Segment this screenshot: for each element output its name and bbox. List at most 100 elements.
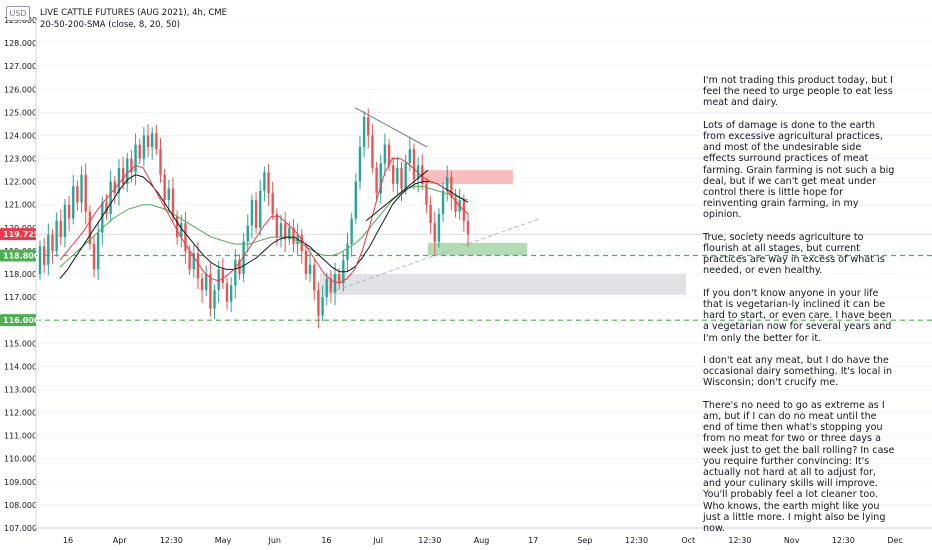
annotation-paragraph: I'm not trading this product today, but … [703,75,893,109]
candle-body [392,165,395,184]
candle-body [117,167,121,194]
candle-body [72,186,75,219]
y-tick-label: 117.000 [4,293,37,302]
candle-body [105,202,108,214]
candle-body [51,234,54,251]
candle-body [130,158,133,173]
candle-body [246,225,249,242]
text-annotation[interactable]: I'm not trading this product today, but … [703,75,895,545]
price-label: 119.725 [3,230,40,239]
candle-body [59,220,62,238]
candle-body [437,213,441,242]
candle-body [67,204,71,219]
price-label: 118.800 [3,252,40,261]
indicator-legend: 20-50-200-SMA (close, 8, 20, 50) [40,20,181,30]
grey-zone [320,274,686,295]
resistance-zone [423,170,513,184]
candle-body [47,234,50,265]
annotation-paragraph: I don't eat any meat, but I do have the … [703,355,893,389]
y-tick-label: 113.000 [4,385,37,394]
price-label: 116.000 [3,316,40,325]
candle-body [387,144,391,166]
candle-body [175,216,179,238]
candle-body [205,274,208,291]
candle-body [196,253,200,279]
x-tick-label: Sep [577,536,592,545]
candle-body [346,243,349,261]
candle-body [308,264,312,274]
candle-body [317,290,320,316]
candle-body [221,269,225,284]
candle-body [279,223,283,238]
candle-body [313,264,316,291]
candle-body [192,253,195,270]
candle-body [367,116,370,136]
candle-body [321,297,324,316]
x-tick-label: Jul [372,536,383,545]
candle-body [466,220,470,235]
x-tick-label: May [215,536,232,545]
candle-body [126,158,129,184]
candle-body [375,167,378,194]
candle-body [329,278,333,293]
sma20-line [59,174,469,279]
annotation-paragraph: Lots of damage is done to the earth from… [703,119,895,221]
candle-body [167,188,171,201]
candle-body [234,260,237,286]
candle-body [300,234,303,251]
candle-body [441,190,445,214]
candle-body [304,250,308,274]
candle-body [180,223,183,238]
price-label-box [0,228,36,241]
candle-body [325,278,328,298]
candle-body [84,174,87,212]
candle-body [450,177,453,198]
y-tick-label: 127.000 [4,62,37,71]
candle-body [333,274,337,293]
candle-body [288,227,291,240]
candle-body [250,200,254,226]
y-tick-label: 126.000 [4,85,37,94]
x-tick-label: Oct [681,536,695,545]
annotation-paragraph: If you don't know anyone in your life th… [703,287,892,344]
candle-body [113,181,116,194]
y-tick-label: 122.000 [4,178,37,187]
price-label-box [0,314,36,327]
support-zone [428,242,527,256]
candle-body [408,149,412,164]
trend-line-upper [354,107,428,148]
y-tick-label: 109.000 [4,478,37,487]
x-tick-label: 12:30 [832,536,855,545]
candle-body [433,223,436,242]
y-tick-label: 110.000 [4,455,37,464]
y-tick-label: 107.000 [4,524,37,533]
candle-body [412,149,416,180]
currency-badge[interactable]: USD [6,6,30,21]
candle-body [76,186,79,203]
y-tick-label: 121.000 [4,201,37,210]
candle-body [400,167,403,189]
candle-body [362,116,366,147]
candle-body [146,135,150,147]
candle-body [159,149,162,175]
x-tick-label: 12:30 [625,536,648,545]
candle-body [271,193,274,214]
x-tick-label: Aug [474,536,490,545]
candle-body [254,200,258,228]
symbol-title: LIVE CATTLE FUTURES (AUG 2021), 4h, CME [40,8,227,18]
y-tick-label: 128.000 [4,39,37,48]
x-tick-label: 17 [528,536,538,545]
y-tick-label: 123.000 [4,155,37,164]
candle-body [283,223,287,240]
candle-body [150,133,154,147]
trend-line-lower [365,169,429,222]
candle-body [371,135,374,168]
candle-body [263,172,266,191]
candle-body [429,204,432,224]
candle-body [358,147,362,182]
candle-body [121,167,125,184]
annotation-paragraph: True, society needs agriculture to flour… [703,231,885,277]
candle-body [101,202,104,233]
x-tick-label: Dec [887,536,902,545]
